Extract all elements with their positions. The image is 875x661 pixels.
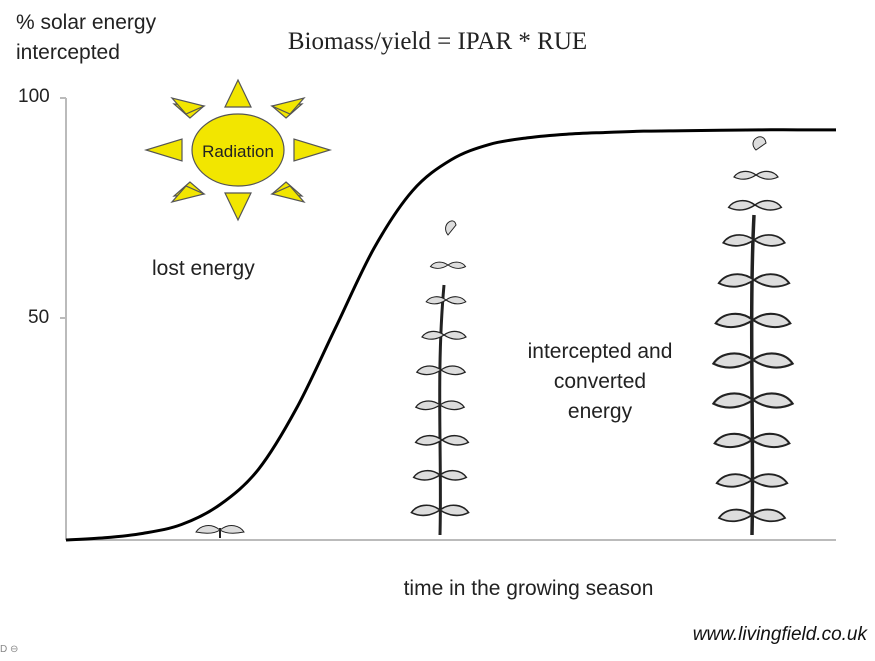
x-axis-label: time in the growing season: [403, 577, 654, 600]
series-line-energy-interception: [65, 128, 836, 542]
sun-icon: [143, 78, 333, 222]
chart-title: Biomass/yield = IPAR * RUE: [287, 28, 588, 55]
y-tick-label-50: 50: [28, 307, 50, 328]
mature-plant-illustration: [712, 136, 794, 536]
intercepted-line3: energy: [567, 400, 633, 423]
sun-label: Radiation: [202, 142, 274, 161]
y-axis-label: % solar energy intercepted: [16, 8, 156, 68]
y-axis-label-line1: % solar energy: [16, 11, 157, 34]
intercepted-line2: converted: [553, 370, 647, 393]
y-axis-label-line2: intercepted: [16, 41, 120, 64]
intercepted-energy-label: intercepted and converted energy: [500, 337, 700, 427]
young-plant-illustration: [410, 220, 470, 536]
corner-controls[interactable]: D ⊖: [0, 644, 19, 655]
lost-energy-label: lost energy: [152, 257, 255, 280]
y-tick-label-100: 100: [18, 86, 50, 107]
seedling-illustration: [195, 525, 245, 538]
intercepted-line1: intercepted and: [527, 340, 673, 363]
credit-url[interactable]: www.livingfield.co.uk: [692, 624, 867, 645]
